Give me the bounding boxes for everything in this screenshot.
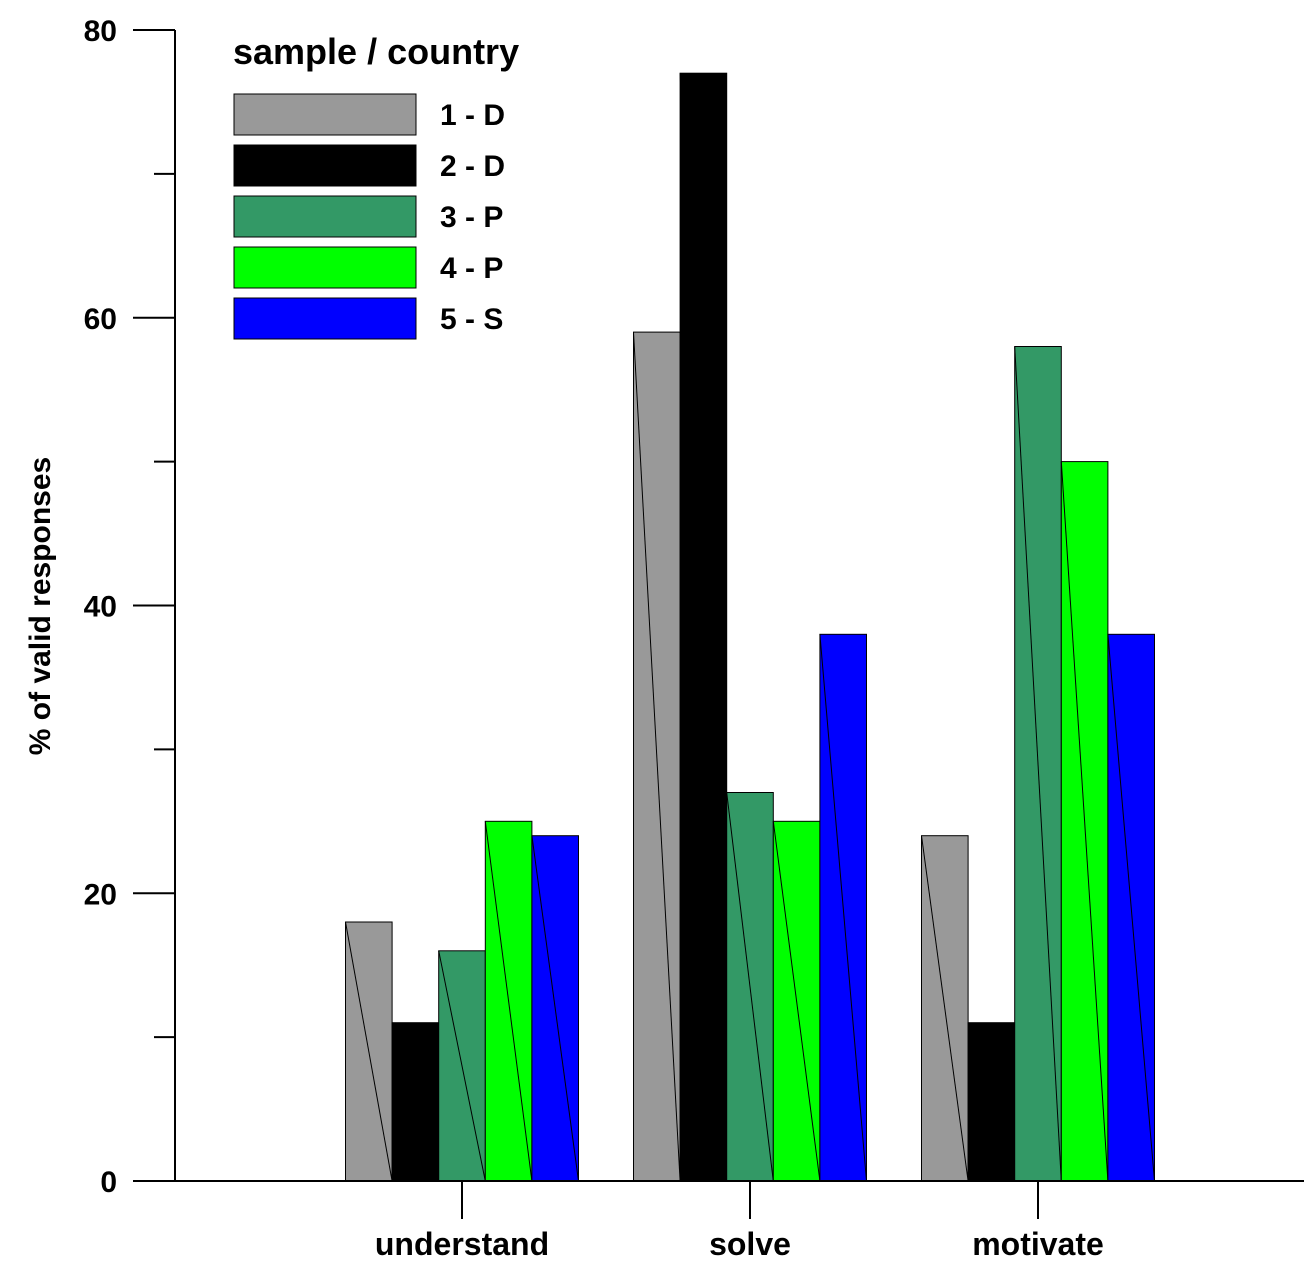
- legend-label: 2 - D: [440, 150, 505, 183]
- legend-label: 1 - D: [440, 99, 505, 132]
- y-ticks: 0 20 40 60 80: [84, 15, 175, 1199]
- x-ticks: understand solve motivate: [375, 1181, 1104, 1262]
- bar-diagonal: [726, 792, 774, 1182]
- legend-swatch: [233, 144, 417, 187]
- y-tick-label: 60: [84, 303, 117, 336]
- bar-diagonal: [484, 821, 533, 1182]
- bar-diagonal: [391, 1022, 440, 1182]
- y-axis-label: % of valid responses: [24, 457, 57, 755]
- bars-layer: [345, 72, 1156, 1182]
- legend-label: 4 - P: [440, 252, 503, 285]
- bar-diagonal: [531, 835, 579, 1182]
- y-tick-label: 40: [84, 591, 117, 624]
- bar-diagonal: [1014, 346, 1062, 1182]
- bar-diagonal: [819, 634, 867, 1182]
- legend-swatch: [233, 93, 417, 136]
- legend-title: sample / country: [233, 31, 519, 72]
- legend-swatch: [233, 297, 417, 340]
- y-tick-label: 80: [84, 15, 117, 48]
- y-tick-label: 20: [84, 878, 117, 911]
- bar-diagonal: [679, 73, 728, 1182]
- x-category-label: motivate: [972, 1226, 1104, 1262]
- bar-diagonal: [438, 950, 486, 1182]
- bar-diagonal: [772, 821, 821, 1182]
- bar-diagonal: [967, 1022, 1016, 1182]
- legend-label: 3 - P: [440, 201, 503, 234]
- legend: sample / country 1 - D 2 - D 3 - P 4 - P 5 -…: [233, 31, 519, 340]
- bar-diagonal: [1107, 634, 1155, 1182]
- bar-diagonal: [345, 921, 393, 1182]
- x-category-label: understand: [375, 1226, 549, 1262]
- legend-swatch: [233, 195, 417, 238]
- bar-diagonal: [633, 332, 681, 1182]
- legend-label: 5 - S: [440, 303, 503, 336]
- bar-diagonal: [1060, 461, 1109, 1182]
- x-category-label: solve: [709, 1226, 791, 1262]
- y-tick-label: 0: [100, 1166, 117, 1199]
- bar-diagonal: [921, 835, 969, 1182]
- legend-swatch: [233, 246, 417, 289]
